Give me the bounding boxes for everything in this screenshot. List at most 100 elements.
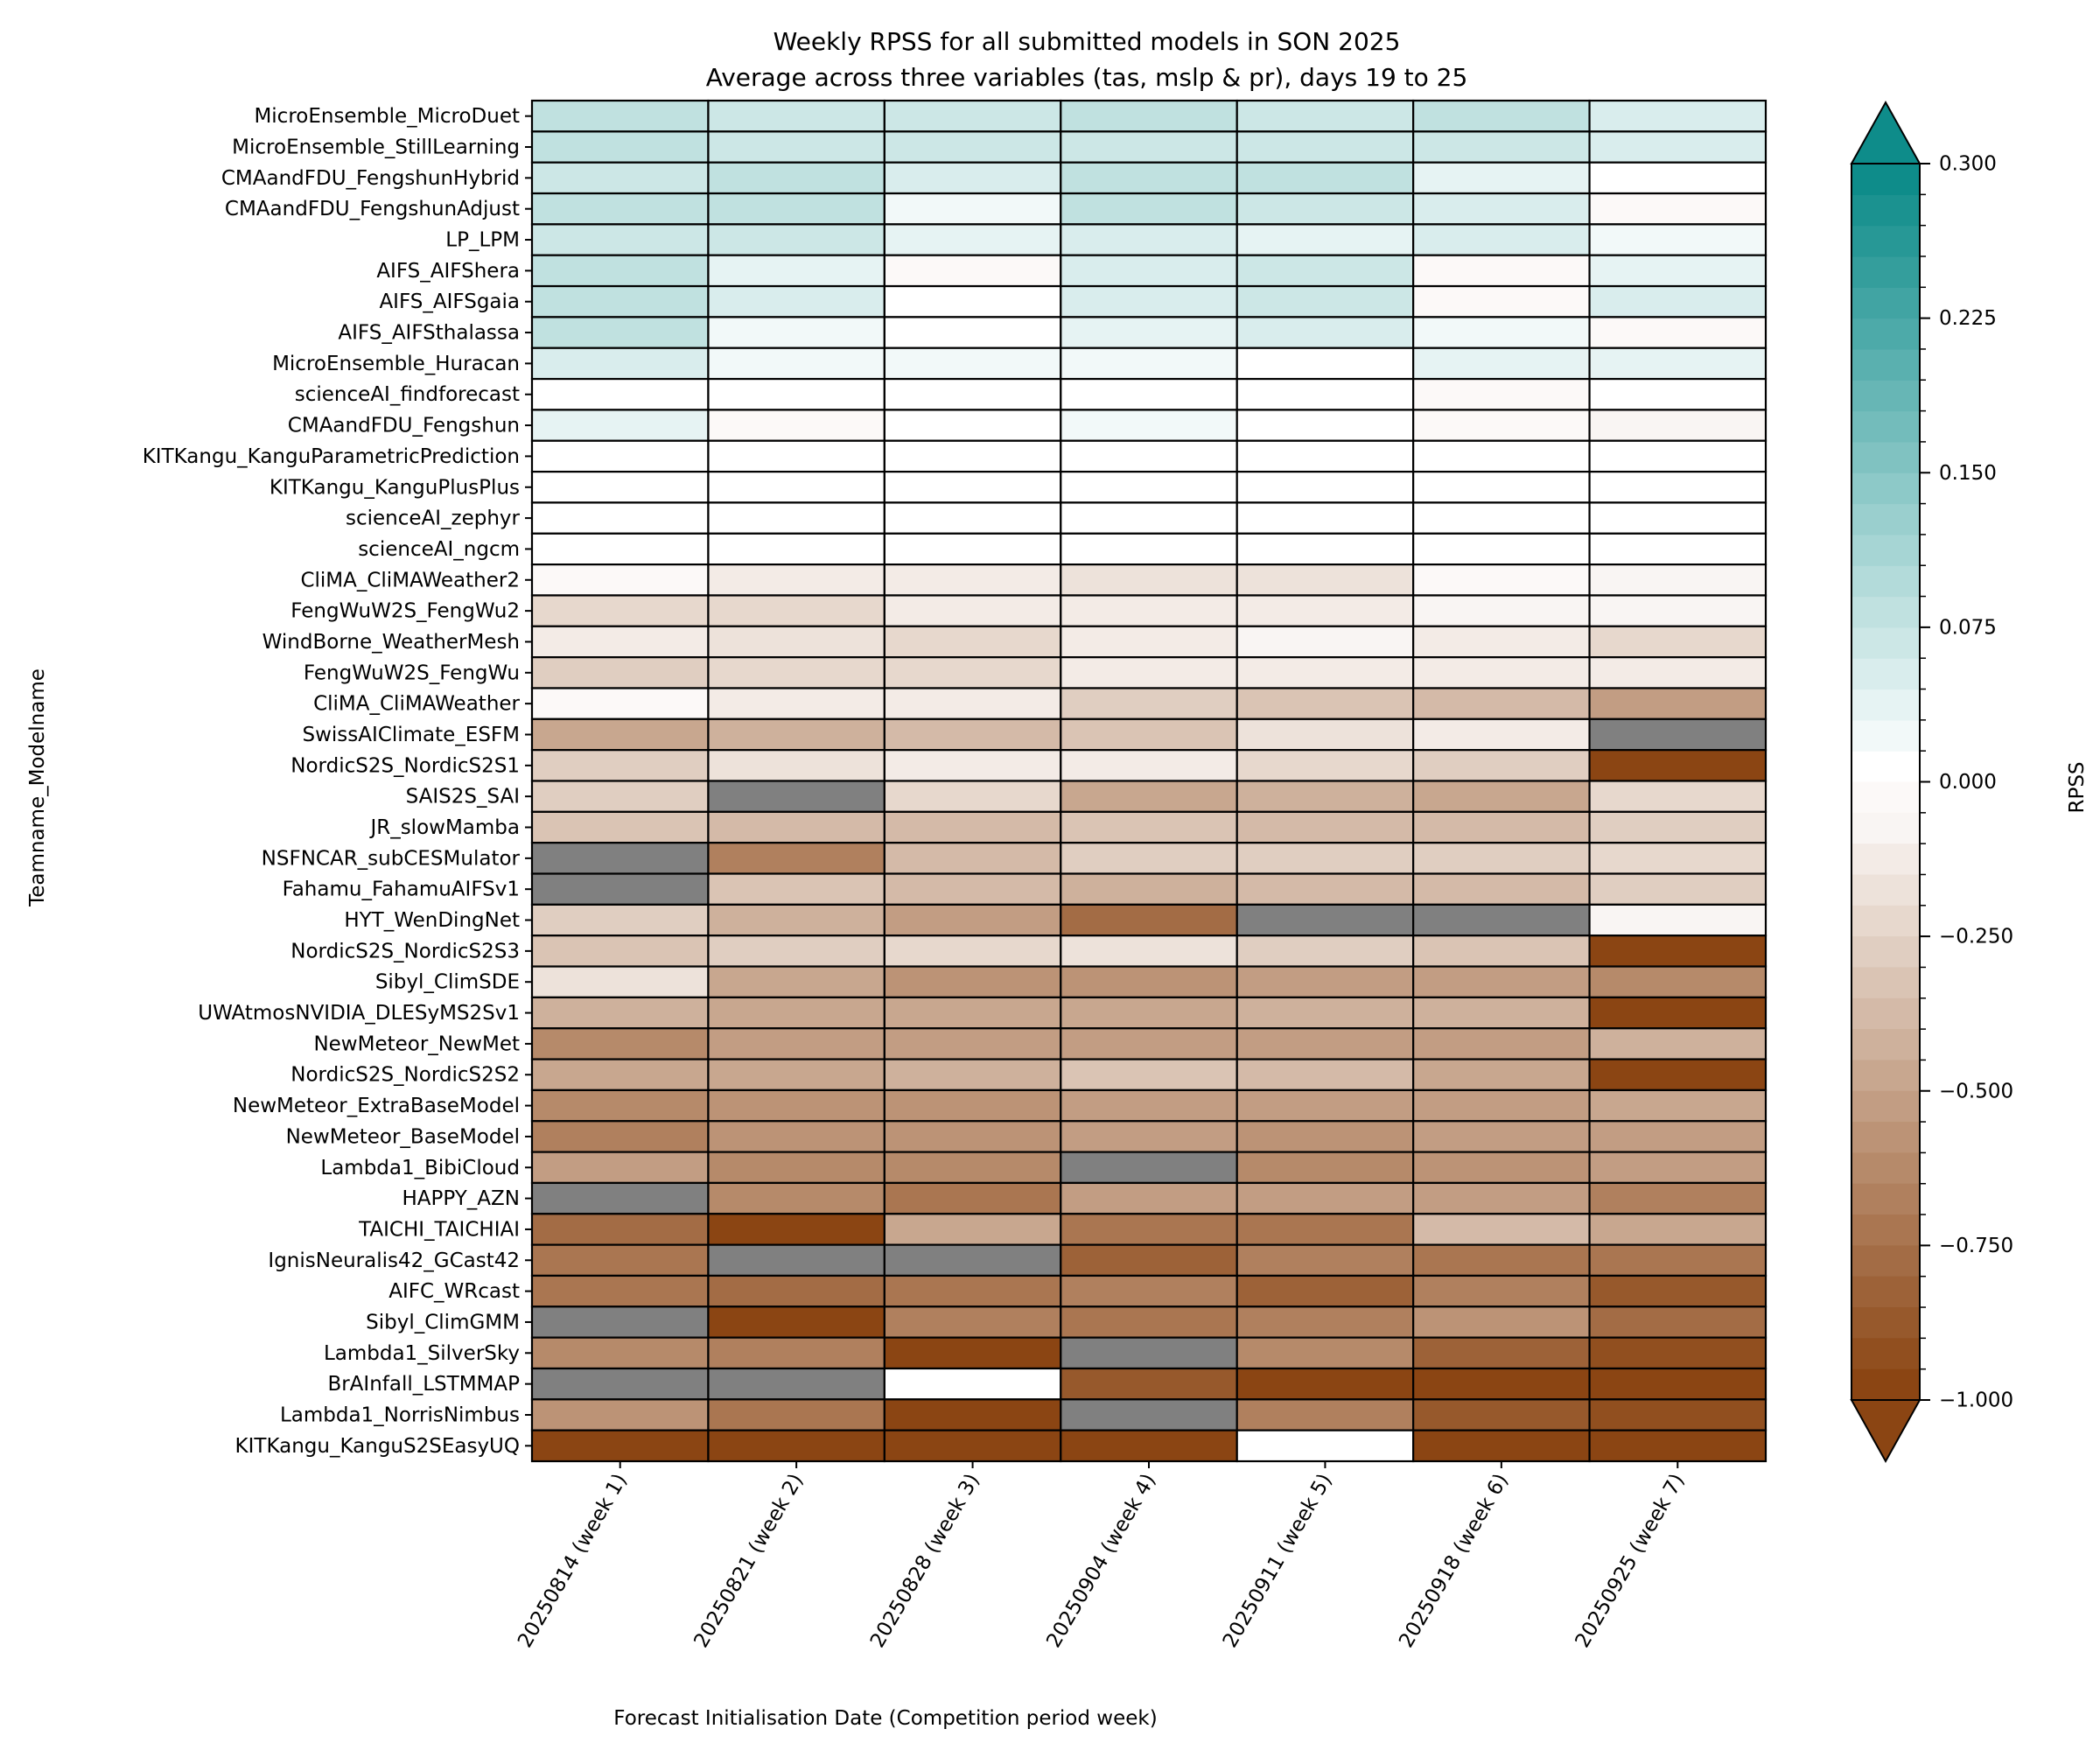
heatmap-cell (530, 1027, 710, 1060)
heatmap-cell (707, 934, 886, 968)
colorbar-level (1852, 1090, 1920, 1123)
heatmap-cell (530, 470, 710, 504)
colorbar-level (1852, 565, 1920, 598)
heatmap-cell (530, 99, 710, 133)
heatmap-cell (1060, 718, 1238, 752)
heatmap-cell (1412, 254, 1591, 288)
heatmap-cell (883, 316, 1062, 349)
heatmap-cell (530, 1306, 710, 1339)
heatmap-cell (530, 1088, 710, 1123)
heatmap-cell (1412, 346, 1591, 381)
heatmap-cell (883, 1213, 1062, 1246)
colorbar-tick-label: −0.750 (1939, 1235, 2013, 1257)
heatmap-cell (1236, 903, 1415, 937)
colorbar-tick-label: 0.000 (1939, 771, 1997, 794)
heatmap-cell (1236, 1151, 1415, 1185)
heatmap-cell (530, 1181, 710, 1215)
heatmap-cell (1412, 1336, 1591, 1370)
heatmap-cell (1412, 130, 1591, 164)
heatmap-cell (1060, 1151, 1238, 1185)
y-tick-label: BrAInfall_LSTMMAP (327, 1373, 520, 1396)
colorbar-level (1852, 1029, 1920, 1061)
heatmap-cell (1412, 903, 1591, 937)
heatmap-cell (1412, 1027, 1591, 1060)
colorbar-level (1852, 472, 1920, 505)
heatmap-cell (1588, 99, 1768, 133)
heatmap-cell (530, 1429, 710, 1463)
heatmap-cell (530, 1274, 710, 1308)
heatmap-cell (1236, 1306, 1415, 1339)
heatmap-cell (1236, 1398, 1415, 1432)
heatmap-cell (1236, 996, 1415, 1030)
heatmap-cell (707, 872, 886, 906)
y-tick-label: KITKangu_KanguS2SEasyUQ (235, 1435, 520, 1458)
heatmap-cell (530, 965, 710, 998)
heatmap-cell (707, 842, 886, 875)
x-tick-label: 20250828 (week 3) (866, 1470, 984, 1652)
heatmap-cell (530, 687, 710, 720)
colorbar-level (1852, 1276, 1920, 1308)
heatmap-cell (883, 1243, 1062, 1278)
colorbar-level (1852, 503, 1920, 536)
colorbar-label: RPSS (2066, 761, 2089, 813)
heatmap-cell (1588, 903, 1768, 937)
heatmap-cell (707, 223, 886, 256)
x-tick-label: 20250918 (week 6) (1395, 1470, 1513, 1652)
y-tick-label: AIFS_AIFShera (376, 260, 520, 283)
heatmap-cell (883, 996, 1062, 1030)
y-tick-label: NewMeteor_BaseModel (286, 1125, 520, 1148)
heatmap-cell (1588, 1181, 1768, 1215)
heatmap-cell (1588, 1243, 1768, 1278)
heatmap-cell (883, 564, 1062, 597)
heatmap-cell (707, 1088, 886, 1123)
heatmap-cell (1588, 1398, 1768, 1432)
heatmap-cell (1060, 1367, 1238, 1401)
heatmap-cell (530, 439, 710, 473)
colorbar-level (1852, 348, 1920, 381)
heatmap-cell (1236, 1429, 1415, 1463)
heatmap-cell (1236, 1367, 1415, 1401)
heatmap-cell (1236, 254, 1415, 288)
heatmap-cell (1588, 1274, 1768, 1308)
heatmap-cell (1588, 192, 1768, 226)
heatmap-cell (707, 501, 886, 535)
heatmap-cell (883, 1151, 1062, 1185)
heatmap-cell (1236, 687, 1415, 720)
y-tick-label: NordicS2S_NordicS2S2 (290, 1064, 520, 1087)
heatmap-cell (1236, 192, 1415, 226)
heatmap-cell (1060, 409, 1238, 442)
heatmap-cell (1060, 1274, 1238, 1308)
heatmap-cell (530, 223, 710, 256)
heatmap-cell (1236, 470, 1415, 504)
heatmap-cell (530, 934, 710, 968)
y-tick-label: CMAandFDU_Fengshun (288, 415, 520, 438)
heatmap-cell (1412, 1274, 1591, 1308)
heatmap-cell (1412, 564, 1591, 597)
heatmap-cell (1588, 1120, 1768, 1153)
heatmap-cell (1060, 377, 1238, 411)
heatmap-cell (707, 625, 886, 659)
heatmap-cell (883, 1429, 1062, 1463)
colorbar-tick-label: −0.500 (1939, 1080, 2013, 1102)
heatmap-cell (530, 718, 710, 752)
y-tick-label: SAIS2S_SAI (406, 786, 520, 808)
heatmap-cell (1588, 934, 1768, 968)
colorbar-level (1852, 751, 1920, 783)
heatmap-cell (1236, 1336, 1415, 1370)
y-tick-label: MicroEnsemble_Huracan (272, 353, 520, 375)
heatmap-cell (707, 810, 886, 844)
colorbar-level (1852, 844, 1920, 876)
heatmap-cell (1236, 625, 1415, 659)
heatmap-cell (1060, 1336, 1238, 1370)
heatmap-cell (1060, 625, 1238, 659)
heatmap-cell (707, 1367, 886, 1401)
heatmap-cell (1412, 1398, 1591, 1432)
heatmap-cell (707, 687, 886, 720)
colorbar-level (1852, 689, 1920, 721)
heatmap-cell (530, 409, 710, 442)
x-axis-label: Forecast Initialisation Date (Competitio… (613, 1707, 1157, 1730)
heatmap-cell (1236, 409, 1415, 442)
heatmap-cell (1060, 223, 1238, 256)
heatmap-cell (530, 316, 710, 349)
